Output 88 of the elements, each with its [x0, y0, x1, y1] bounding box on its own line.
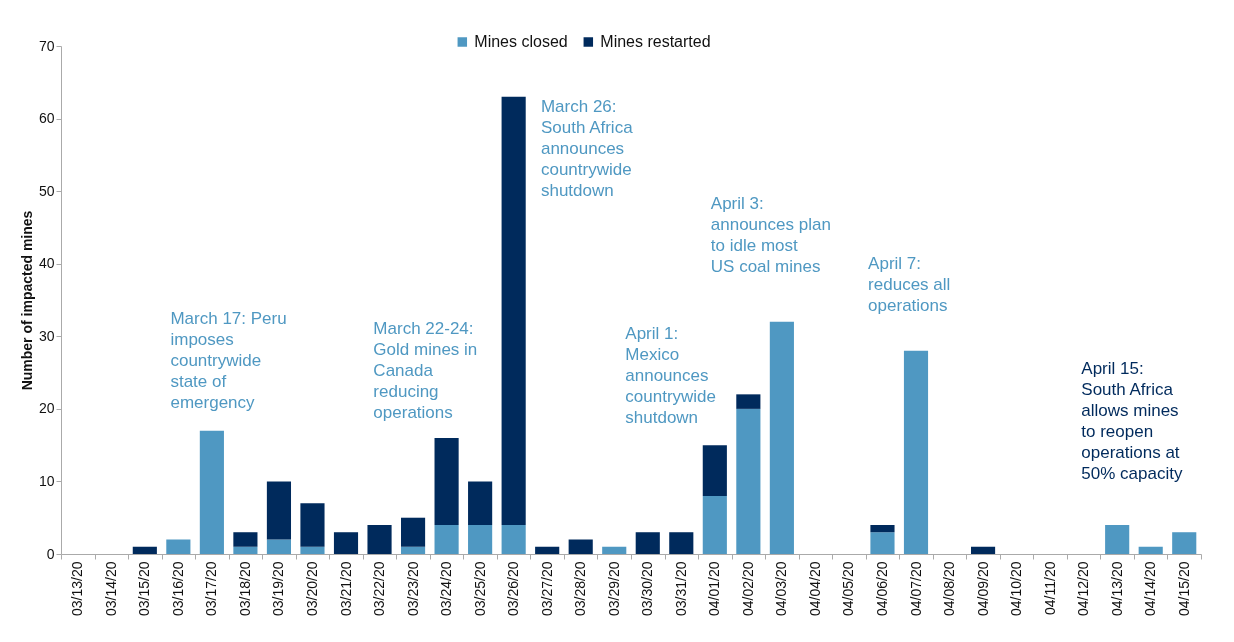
bar: [1105, 524, 1130, 554]
bar: [300, 503, 325, 547]
bar: [367, 524, 392, 554]
annotation: March 26: South Africa announces countrywide shutdown: [540, 96, 634, 200]
bar: [702, 495, 727, 554]
x-tick-label: 03/23/20: [404, 561, 421, 616]
x-tick-label: 04/03/20: [773, 561, 790, 616]
x-tick-label: 03/29/20: [605, 561, 622, 616]
bar: [602, 546, 627, 554]
bar: [468, 481, 493, 525]
x-tick-label: 03/24/20: [438, 561, 455, 616]
y-tick-label: 50: [38, 182, 55, 199]
y-tick-label: 60: [38, 110, 55, 127]
x-tick-label: 03/26/20: [505, 561, 522, 616]
bar: [970, 546, 996, 554]
x-tick-label: 04/06/20: [873, 561, 890, 616]
legend-label: Mines closed: [474, 33, 568, 50]
x-tick-label: 03/22/20: [371, 561, 388, 616]
y-tick-label: 20: [38, 400, 55, 417]
bar: [1172, 532, 1197, 554]
x-tick-label: 04/12/20: [1075, 561, 1092, 616]
x-tick-label: 03/14/20: [102, 561, 119, 616]
x-tick-label: 04/10/20: [1008, 561, 1025, 616]
x-tick-label: 03/17/20: [203, 561, 220, 616]
bar: [501, 96, 526, 525]
x-tick-label: 03/27/20: [538, 561, 555, 616]
y-tick-label: 30: [38, 327, 55, 344]
y-tick-label: 0: [46, 545, 55, 562]
bar: [199, 430, 224, 554]
bar: [434, 524, 459, 554]
x-tick-label: 04/02/20: [739, 561, 756, 616]
x-tick-label: 04/14/20: [1142, 561, 1159, 616]
bar: [1138, 546, 1163, 554]
x-tick-label: 03/21/20: [337, 561, 354, 616]
x-tick-label: 04/05/20: [840, 561, 857, 616]
bar: [132, 546, 157, 554]
bar: [400, 517, 426, 547]
x-tick-label: 03/15/20: [136, 561, 153, 616]
x-tick-label: 03/20/20: [303, 561, 320, 616]
bar: [501, 524, 526, 554]
bar: [669, 532, 694, 554]
x-tick-label: 04/01/20: [706, 561, 723, 616]
x-tick-label: 04/11/20: [1041, 561, 1058, 615]
bar: [568, 539, 593, 554]
bar: [434, 437, 459, 525]
bar: [736, 394, 761, 409]
bar: [233, 532, 258, 547]
annotation: April 15: South Africa allows mines to reopen operations at 50% capacity: [1081, 358, 1183, 483]
y-tick-label: 40: [38, 255, 55, 272]
bar: [635, 532, 660, 554]
x-tick-label: 04/07/20: [907, 561, 924, 616]
x-tick-label: 03/28/20: [572, 561, 589, 616]
x-tick-label: 04/15/20: [1175, 561, 1192, 616]
bar: [300, 546, 325, 554]
bar: [266, 481, 292, 540]
annotation: April 7: reduces all operations: [868, 253, 951, 315]
bar: [736, 408, 761, 554]
x-tick-label: 03/18/20: [236, 561, 253, 616]
annotation: March 17: Peru imposes countrywide state of emergency: [170, 309, 287, 413]
legend-label: Mines restarted: [600, 33, 711, 50]
bar: [769, 321, 794, 554]
y-axis-title: Number of impacted mines: [18, 210, 35, 391]
bar: [903, 350, 929, 554]
bar: [333, 532, 359, 554]
x-tick-label: 04/08/20: [941, 561, 958, 616]
x-tick-label: 03/30/20: [639, 561, 656, 616]
x-tick-label: 03/13/20: [69, 561, 86, 616]
x-tick-label: 03/16/20: [169, 561, 186, 616]
bar: [535, 546, 560, 554]
bar: [468, 524, 493, 554]
annotation: March 22-24: Gold mines in Canada reducing operations: [373, 318, 478, 422]
bar: [400, 546, 426, 554]
y-tick-label: 10: [38, 472, 55, 489]
x-tick-label: 04/13/20: [1108, 561, 1125, 616]
bar: [266, 539, 292, 554]
bar: [870, 524, 895, 533]
bar: [233, 546, 258, 554]
x-tick-label: 03/25/20: [471, 561, 488, 616]
annotation: April 3: announces plan to idle most US coal mines: [710, 193, 831, 276]
x-tick-label: 03/19/20: [270, 561, 287, 616]
y-tick-label: 70: [38, 37, 55, 54]
x-tick-label: 04/09/20: [974, 561, 991, 616]
annotation: April 1: Mexico announces countrywide shutdown: [625, 323, 717, 427]
bar: [702, 445, 727, 496]
x-tick-label: 03/31/20: [672, 561, 689, 616]
bar: [870, 532, 895, 554]
x-tick-label: 04/04/20: [806, 561, 823, 616]
bar: [166, 539, 191, 554]
